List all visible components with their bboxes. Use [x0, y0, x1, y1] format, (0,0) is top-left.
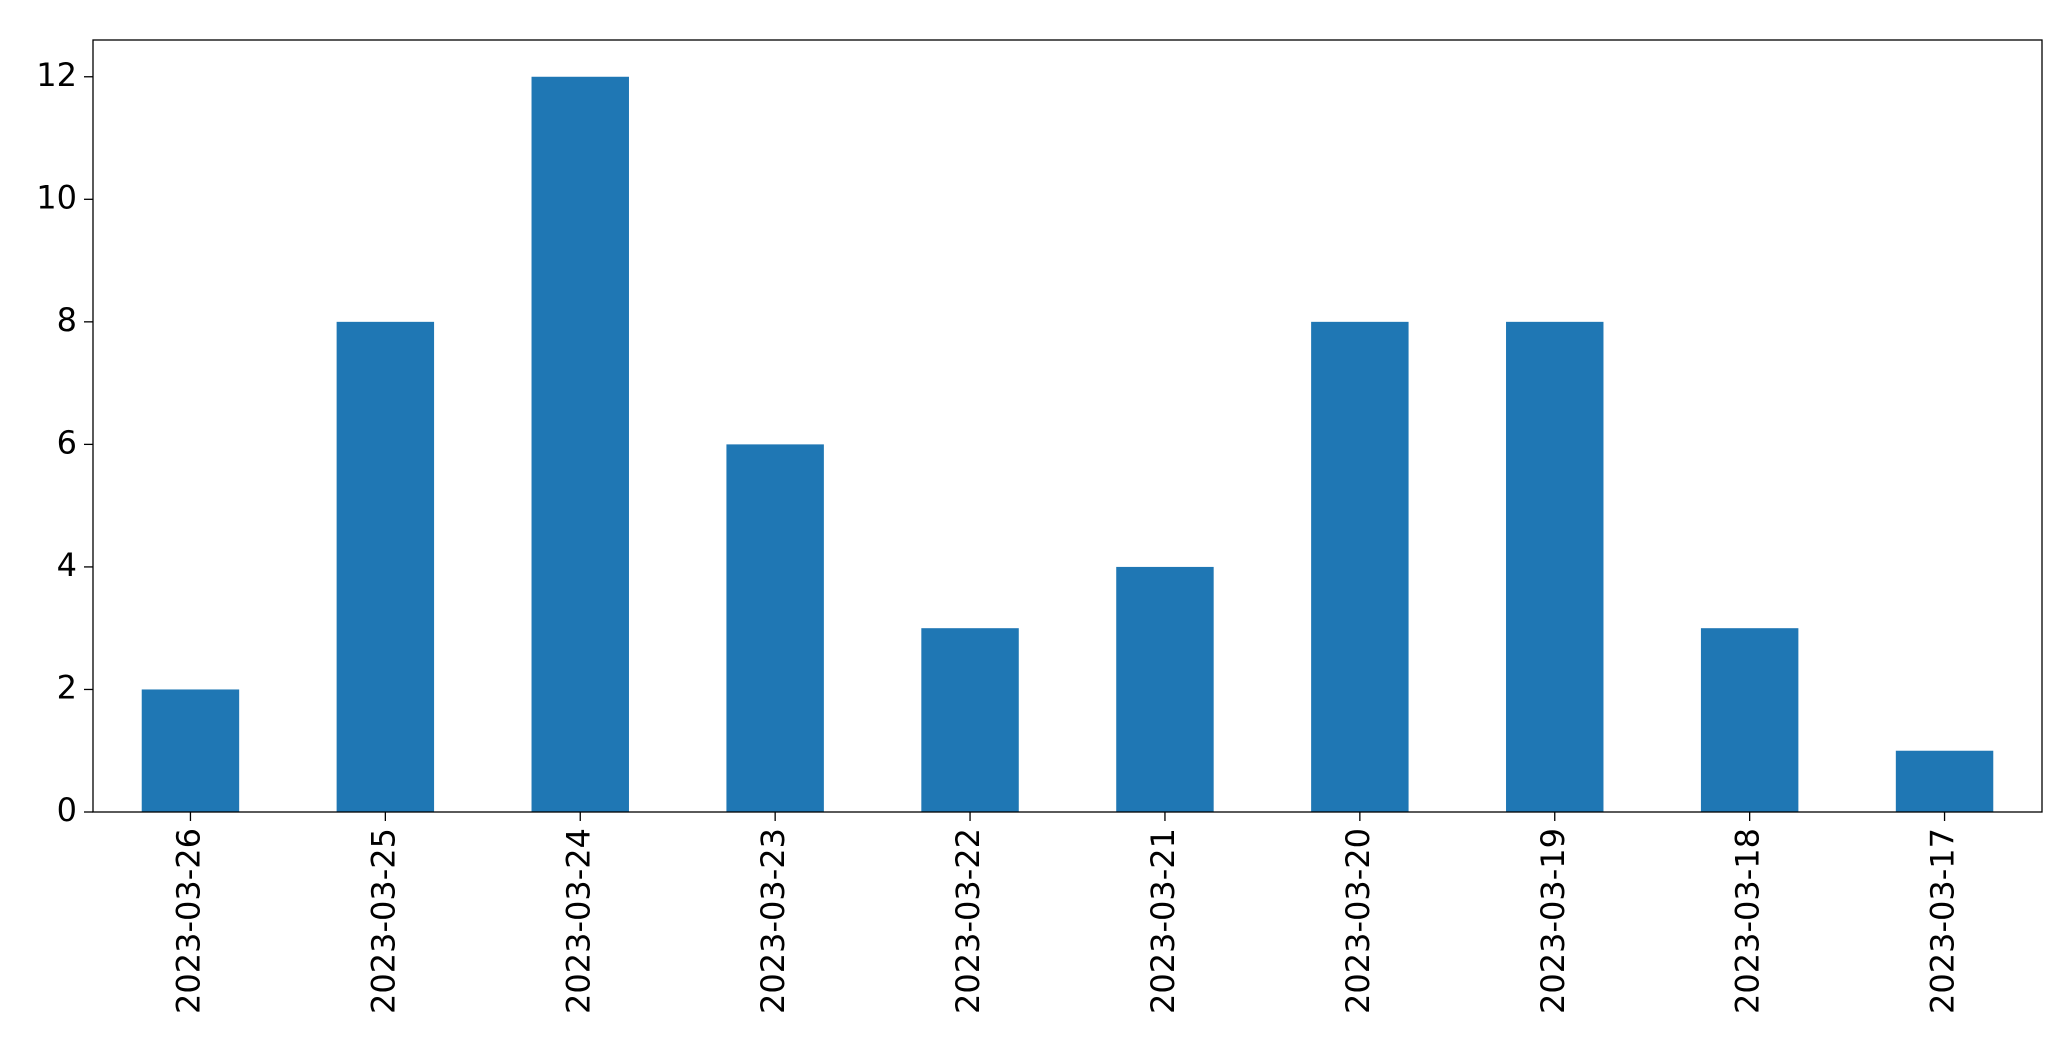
y-tick-label: 4 [57, 546, 77, 584]
x-tick-label: 2023-03-25 [364, 828, 402, 1014]
y-tick-label: 12 [36, 56, 77, 94]
axes-frame [92, 39, 2043, 813]
x-tick-label: 2023-03-22 [949, 828, 987, 1014]
y-tick-label: 2 [57, 668, 77, 706]
y-tick-label: 10 [36, 178, 77, 216]
bar [726, 444, 824, 812]
x-tick-label: 2023-03-18 [1729, 828, 1767, 1014]
x-tick-label: 2023-03-21 [1144, 828, 1182, 1014]
x-tick-label: 2023-03-17 [1924, 828, 1962, 1014]
bar [1895, 750, 1994, 812]
x-tick-label: 2023-03-20 [1339, 828, 1377, 1014]
bar [1506, 321, 1604, 812]
bar [1700, 628, 1799, 812]
bar [1311, 321, 1409, 812]
x-tick-label: 2023-03-19 [1534, 828, 1572, 1014]
y-tick-label: 6 [57, 423, 77, 461]
bar [921, 628, 1019, 812]
x-tick-label: 2023-03-26 [169, 828, 207, 1014]
y-tick-label: 0 [57, 791, 77, 829]
x-tick-label: 2023-03-23 [754, 828, 792, 1014]
bar [531, 76, 629, 812]
bar [1116, 566, 1214, 812]
y-tick-label: 8 [57, 301, 77, 339]
x-tick-label: 2023-03-24 [559, 828, 597, 1014]
bar [336, 321, 435, 812]
bar [141, 689, 240, 812]
